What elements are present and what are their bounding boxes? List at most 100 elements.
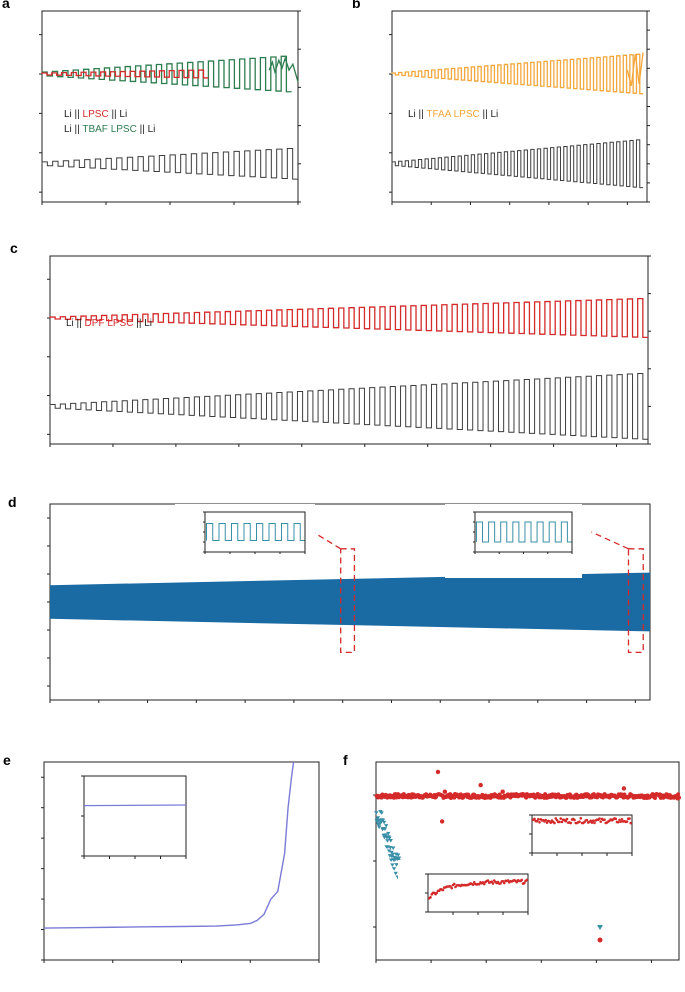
inset-ce-point bbox=[441, 888, 445, 892]
inset-e bbox=[81, 775, 187, 859]
inset-ce-point bbox=[525, 878, 529, 882]
inset-d-2 bbox=[445, 504, 582, 578]
dpf-lpsc-outlier bbox=[478, 782, 483, 788]
inset-ce-point bbox=[558, 820, 561, 824]
legend-part: DPF LPSC bbox=[85, 318, 134, 329]
lpsc-point bbox=[392, 858, 398, 862]
inset-axes-frame bbox=[83, 775, 187, 857]
inset-ce-point bbox=[598, 817, 601, 820]
lpsc-point bbox=[390, 852, 396, 857]
legend-lpsc: Li || LPSC || Li bbox=[64, 109, 127, 120]
highlight-box bbox=[627, 548, 644, 654]
lpsc-point bbox=[386, 849, 392, 853]
legend-part: Li || bbox=[408, 109, 426, 120]
cycling-envelope-area bbox=[50, 572, 650, 632]
inset-background bbox=[398, 860, 538, 928]
dpf-lpsc-point bbox=[497, 792, 502, 797]
legend-tfaa-lpsc: Li || TFAA LPSC || Li bbox=[408, 109, 498, 120]
legend-part: || Li bbox=[133, 318, 152, 329]
lpsc-point bbox=[381, 820, 387, 825]
connector-line bbox=[591, 531, 629, 550]
inset-ce-point bbox=[477, 882, 481, 886]
inset-ce-point bbox=[520, 878, 524, 882]
legend-part: Li || bbox=[64, 109, 83, 120]
legend-dpf-lpsc: Li || DPF LPSC || Li bbox=[66, 318, 152, 329]
inset-ce-point bbox=[578, 820, 581, 823]
dpf-lpsc-outlier bbox=[442, 789, 448, 794]
lpsc-point bbox=[388, 839, 393, 843]
inset-ce-point bbox=[585, 818, 589, 822]
lpsc-point bbox=[389, 850, 394, 855]
inset-background bbox=[502, 801, 642, 869]
inset-ce-point bbox=[482, 882, 486, 886]
dpf-lpsc-outlier bbox=[675, 796, 680, 801]
panel-label: f bbox=[343, 752, 348, 768]
inset-ce-point bbox=[579, 817, 583, 820]
panel-d: d bbox=[8, 494, 651, 703]
panel-f: f bbox=[343, 752, 681, 963]
current-series-line bbox=[41, 148, 298, 180]
highlight-box bbox=[340, 548, 356, 654]
inset-ce-point bbox=[620, 817, 624, 821]
inset-ce-point bbox=[515, 880, 519, 884]
inset-ce-point bbox=[629, 821, 633, 825]
lpsc-point bbox=[385, 839, 390, 843]
inset-ce-point bbox=[603, 818, 606, 822]
inset-ce-point bbox=[589, 819, 593, 823]
axes-a-frame bbox=[41, 10, 299, 203]
lpsc-point bbox=[379, 811, 384, 815]
dpf-lpsc-point bbox=[676, 792, 681, 797]
inset-ce-point bbox=[471, 883, 475, 886]
inset-ce-point bbox=[506, 879, 510, 882]
inset-ce-point bbox=[536, 818, 540, 821]
inset-ce-point bbox=[565, 817, 569, 821]
dpf-lpsc-outlier bbox=[621, 786, 627, 791]
lpsc-point bbox=[395, 853, 401, 857]
dpf-lpsc-outlier bbox=[435, 769, 441, 775]
inset-ce-point bbox=[538, 820, 541, 824]
legend-lpsc-marker bbox=[597, 925, 603, 930]
axes-e-frame bbox=[43, 761, 320, 961]
inset-ce-point bbox=[490, 880, 494, 883]
voltage-failure-line bbox=[626, 52, 644, 86]
inset-background bbox=[445, 504, 582, 578]
voltage-series-line bbox=[391, 53, 644, 95]
inset-ce-point bbox=[502, 881, 506, 885]
voltage-series-line bbox=[41, 69, 209, 79]
current-series-line bbox=[49, 373, 648, 440]
inset-ce-point bbox=[544, 818, 548, 822]
inset-ce-point bbox=[452, 882, 456, 886]
panel-b: b Li || TFAA LPSC || Li bbox=[352, 0, 650, 205]
legend-part: TBAF LPSC bbox=[82, 124, 136, 135]
inset-f-1 bbox=[502, 801, 642, 869]
inset-ce-point bbox=[619, 820, 623, 823]
inset-ce-point bbox=[450, 886, 454, 890]
inset-ce-point bbox=[590, 821, 594, 824]
lpsc-point bbox=[393, 871, 398, 876]
current-series-line bbox=[391, 139, 644, 189]
lpsc-point bbox=[391, 867, 397, 871]
legend-part: || Li bbox=[137, 124, 156, 135]
legend-part: || Li bbox=[109, 109, 128, 120]
inset-ce-point bbox=[472, 881, 476, 884]
panel-e: e bbox=[3, 752, 320, 963]
inset-voltage-line bbox=[206, 523, 305, 541]
lpsc-point bbox=[396, 856, 402, 861]
legend-part: TFAA LPSC bbox=[426, 109, 479, 120]
legend-part: || Li bbox=[480, 109, 499, 120]
inset-ce-point bbox=[559, 817, 563, 820]
panel-label: a bbox=[2, 0, 10, 11]
inset-ce-point bbox=[535, 819, 539, 823]
legend-part: Li || bbox=[64, 124, 82, 135]
lpsc-point bbox=[383, 833, 388, 838]
panel-label: d bbox=[8, 494, 17, 510]
inset-ce-point bbox=[616, 820, 620, 824]
inset-ce-point bbox=[553, 821, 556, 825]
lpsc-point bbox=[374, 811, 379, 815]
lpsc-point bbox=[390, 863, 395, 868]
inset-ce-point bbox=[560, 820, 564, 824]
inset-ce-point bbox=[573, 818, 576, 822]
inset-ce-point bbox=[533, 817, 536, 821]
voltage-series-line bbox=[49, 297, 648, 339]
